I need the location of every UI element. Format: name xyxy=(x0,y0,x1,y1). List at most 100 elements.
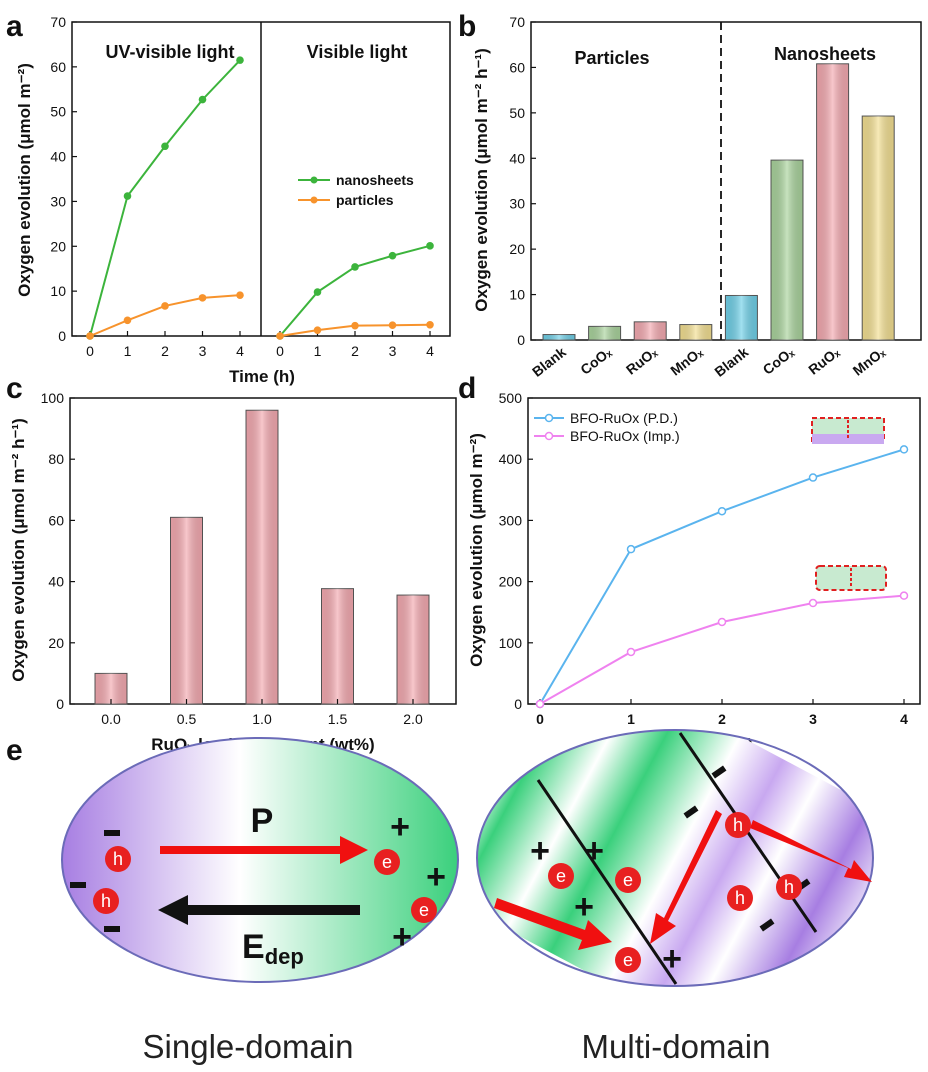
panel-c-bar-shade xyxy=(246,410,278,704)
panel-d-ytick-label: 500 xyxy=(499,390,523,406)
panel-a-title-uv: UV-visible light xyxy=(105,42,234,62)
panel-c-ytick-label: 20 xyxy=(48,635,64,651)
plus-sign: + xyxy=(662,940,682,978)
panel-a-point-particles xyxy=(276,332,284,340)
panel-a-point-particles xyxy=(236,291,244,299)
panel-d-xtick-label: 4 xyxy=(900,711,908,727)
panel-b-category-label: CoOₓ xyxy=(760,343,798,377)
panel-a-ytick-label: 40 xyxy=(50,149,66,165)
panel-a-xtick-label: 0 xyxy=(276,343,284,359)
inset-pd-icon xyxy=(811,417,885,444)
inset-imp-icon xyxy=(815,565,887,591)
minus-sign xyxy=(711,765,727,779)
panel-d-point xyxy=(535,699,545,709)
electron-label: e xyxy=(419,900,429,920)
panel-a-xtick-label: 3 xyxy=(389,343,397,359)
panel-c-ylabel: Oxygen evolution (μmol m⁻² h⁻¹) xyxy=(9,418,28,682)
panel-a-xtick-label: 3 xyxy=(199,343,207,359)
panel-a-xtick-label: 0 xyxy=(86,343,94,359)
panel-a-ytick-label: 10 xyxy=(50,283,66,299)
electron-label: e xyxy=(556,866,566,886)
panel-b-bar-shade xyxy=(816,63,849,341)
panel-c-ytick-label: 60 xyxy=(48,512,64,528)
inset-pd-bottom xyxy=(812,434,884,444)
panel-b-ytick-label: 50 xyxy=(509,105,525,121)
panel-b-bar-shade xyxy=(634,321,667,340)
panel-d-point xyxy=(626,544,636,554)
electron-circle xyxy=(411,897,437,923)
hole-circle xyxy=(776,874,802,900)
panel-c-ytick-label: 100 xyxy=(41,390,65,406)
legend-d-pd-marker xyxy=(544,413,554,423)
panel-a-point-particles xyxy=(351,321,359,330)
hole-label: h xyxy=(101,891,111,911)
panel-a-point-nanosheets xyxy=(313,288,322,296)
panel-label-a: a xyxy=(6,10,23,43)
panel-b-bar-shade xyxy=(679,324,712,340)
panel-b-category-label: Blank xyxy=(529,344,569,380)
panel-c-xtick-label: 1.0 xyxy=(252,711,272,727)
panel-b-category-label: MnOₓ xyxy=(667,343,706,378)
panel-c-bar-shade xyxy=(170,517,203,704)
single-domain-ellipse xyxy=(61,737,459,983)
panel-a-line-nanosheets xyxy=(89,59,241,337)
minus-sign xyxy=(683,805,699,819)
panel-a-point-nanosheets xyxy=(161,142,169,151)
panel-a-ytick-label: 50 xyxy=(50,104,66,120)
panel-d-point xyxy=(717,617,727,627)
panel-b-category-label: RuOₓ xyxy=(805,343,843,377)
hole-circle xyxy=(725,812,751,838)
hole-label: h xyxy=(784,877,794,897)
charge-arrow xyxy=(750,820,872,882)
panel-b-ytick-label: 70 xyxy=(509,14,525,30)
panel-d-ytick-label: 300 xyxy=(499,512,523,528)
panel-d-chart: Time (h) Oxygen evolution (μmol m⁻²) 010… xyxy=(467,390,921,754)
panel-a-point-particles xyxy=(198,294,207,302)
electron-circle xyxy=(548,863,574,889)
panel-a-xtick-label: 1 xyxy=(124,343,132,359)
single-domain-caption: Single-domain xyxy=(143,1028,354,1065)
plus-sign: + xyxy=(584,832,604,870)
minus-sign xyxy=(759,918,775,932)
panel-a-ytick-label: 70 xyxy=(50,14,66,30)
panel-c-xtick-label: 2.0 xyxy=(403,711,423,727)
legend-d-imp: BFO-RuOx (Imp.) xyxy=(570,428,680,444)
multi-domain-ellipse xyxy=(476,729,874,987)
panel-a-point-nanosheets xyxy=(198,95,207,104)
panel-b-title-nanosheets: Nanosheets xyxy=(774,44,876,64)
plus-sign: + xyxy=(574,888,594,926)
panel-d-xtick-label: 0 xyxy=(536,711,544,727)
electron-label: e xyxy=(623,950,633,970)
panel-b-ytick-label: 40 xyxy=(509,150,525,166)
panel-b-title-particles: Particles xyxy=(574,48,649,68)
panel-a-point-particles xyxy=(313,326,322,334)
panel-d-ytick-label: 100 xyxy=(499,635,523,651)
minus-sign xyxy=(70,882,86,888)
panel-b-ytick-label: 20 xyxy=(509,241,525,257)
plus-sign: + xyxy=(530,832,550,870)
electron-circle xyxy=(615,867,641,893)
panel-a-xtick-label: 4 xyxy=(236,343,244,359)
legend-d-pd: BFO-RuOx (P.D.) xyxy=(570,410,678,426)
charge-arrow xyxy=(494,898,612,950)
legend-a-particles: particles xyxy=(336,192,394,208)
multi-domain-caption: Multi-domain xyxy=(582,1028,771,1065)
panel-d-xtick-label: 1 xyxy=(627,711,635,727)
panel-a-legend: nanosheets particles xyxy=(298,172,414,208)
panel-c-ytick-label: 0 xyxy=(56,696,64,712)
hole-label: h xyxy=(735,888,745,908)
panel-b-ytick-label: 0 xyxy=(517,332,525,348)
panel-b-category-label: Blank xyxy=(711,344,751,380)
panel-a-xtick-label: 1 xyxy=(314,343,322,359)
depolarization-field-arrow xyxy=(158,895,360,925)
panel-a-line-particles xyxy=(89,294,241,337)
panel-a-xtick-label: 2 xyxy=(161,343,169,359)
panel-c-xtick-label: 1.5 xyxy=(328,711,348,727)
charge-arrow xyxy=(650,810,722,944)
panel-b-ytick-label: 60 xyxy=(509,59,525,75)
hole-label: h xyxy=(733,815,743,835)
panel-c-bar-shade xyxy=(321,588,354,704)
panel-a-xtick-label: 4 xyxy=(426,343,434,359)
panel-d-point xyxy=(717,506,727,516)
panel-b-bar-shade xyxy=(725,295,758,340)
